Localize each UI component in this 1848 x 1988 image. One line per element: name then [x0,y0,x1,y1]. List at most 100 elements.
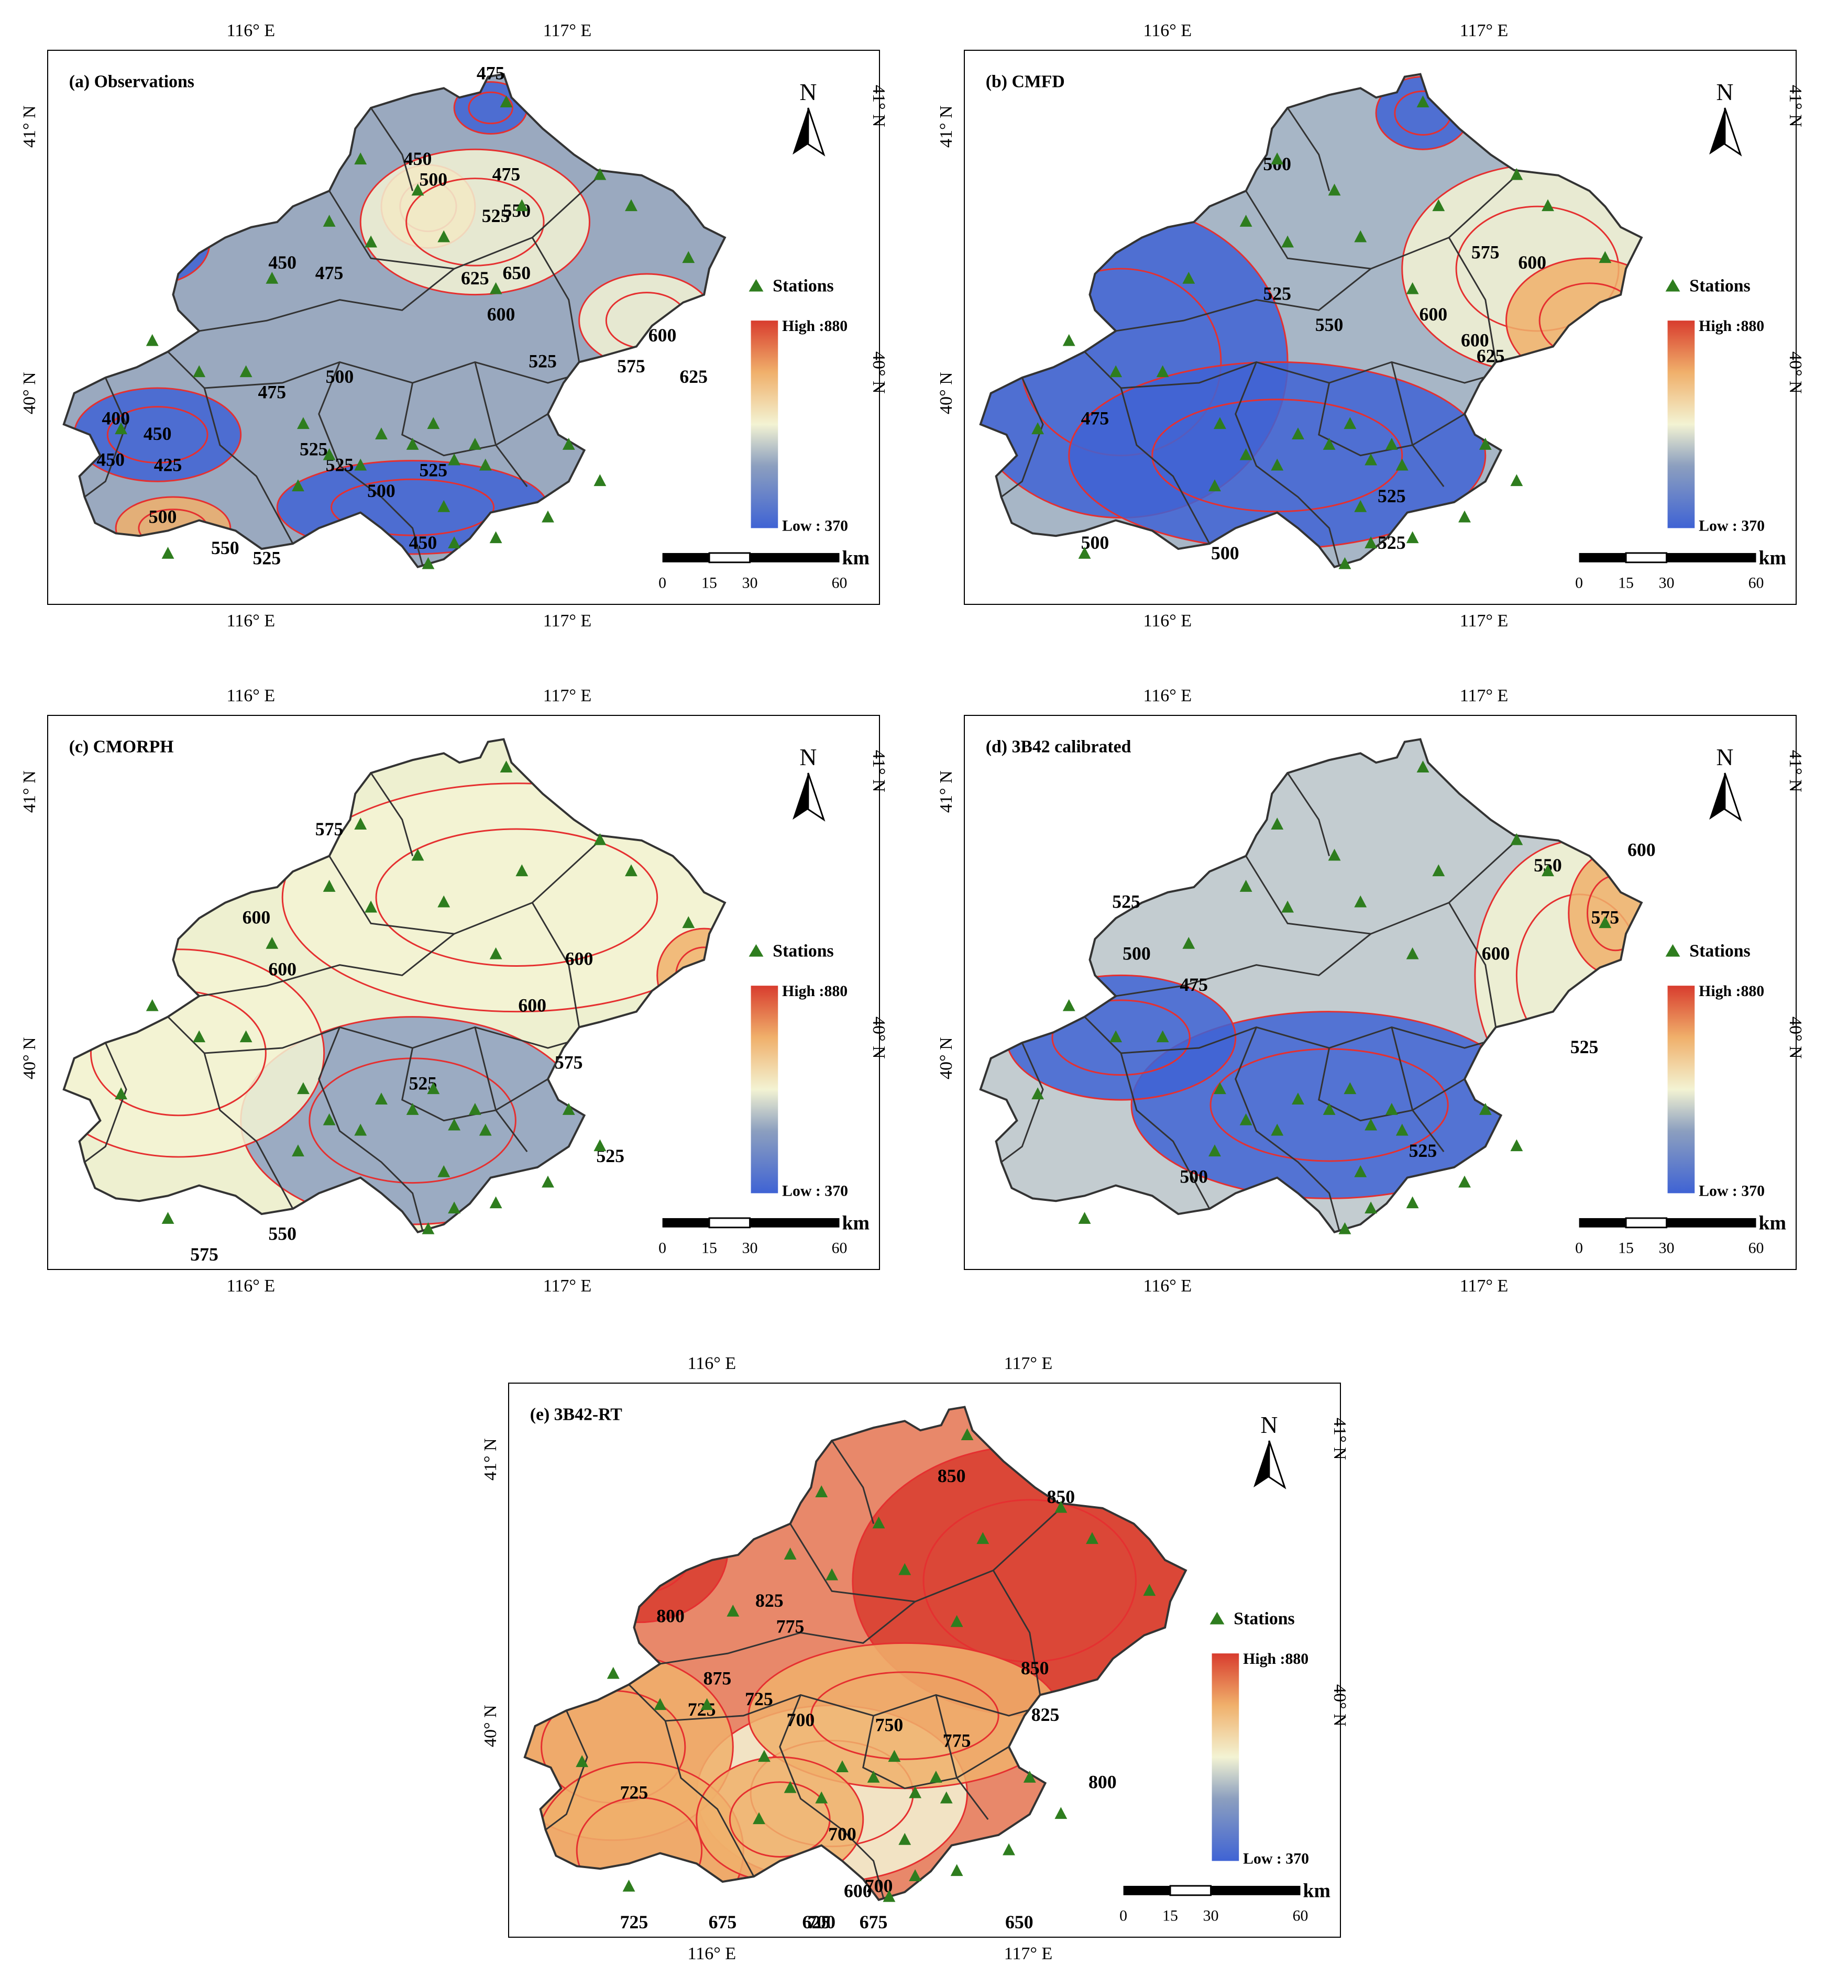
contour-label: 550 [268,1223,296,1244]
station-marker [1354,1165,1367,1177]
contour-label: 500 [367,480,395,501]
scale-tick: 0 [1575,574,1583,591]
scale-bar: km 0 15 30 60 [1119,1880,1330,1925]
coord-label: 116° E [687,1354,736,1373]
station-marker [625,864,637,877]
contour-label: 525 [1409,1140,1437,1161]
station-marker [976,1532,989,1544]
scale-unit: km [1758,1212,1786,1234]
district-boundary [401,1047,548,1122]
station-marker [1214,417,1226,429]
scale-tick: 30 [742,574,758,591]
coord-label: 116° E [1143,611,1192,631]
legend: Stations High :880 Low : 370 [1209,1609,1309,1867]
station-marker [479,458,492,471]
contour-label: 525 [253,548,281,569]
scale-bar: km 0 15 30 60 [658,547,870,592]
contour-label: 450 [268,252,296,273]
station-marker [1109,1030,1123,1043]
station-marker [1542,199,1554,212]
scale-unit: km [1303,1880,1330,1902]
station-marker [1365,1118,1378,1131]
station-marker [1338,557,1351,569]
district-boundary [1115,933,1372,997]
coord-label: 41° N [869,85,888,127]
coord-label: 116° E [1143,21,1192,40]
north-label: N [1716,744,1733,770]
district-boundary [935,1695,989,1820]
station-legend-icon [1665,279,1680,292]
contour-line [117,217,188,269]
contour-label: 800 [1088,1772,1117,1793]
color-ramp [1667,986,1695,1194]
district-boundary [862,1715,1009,1790]
station-marker [1328,183,1341,196]
district-boundary [1084,351,1538,389]
district-boundary [531,237,580,362]
station-marker [826,1568,839,1581]
scale-tick: 30 [742,1239,758,1256]
station-marker [898,1563,911,1575]
district-boundary [779,1694,885,1900]
contour-label: 600 [518,995,546,1016]
station-marker [354,818,367,830]
contour-label: 825 [755,1590,784,1611]
legend-low-label: Low : 370 [1243,1850,1309,1867]
district-boundary [474,362,528,488]
contour-label: 450 [409,532,437,553]
station-marker [323,215,336,227]
contour-label: 625 [461,268,489,289]
station-marker [1599,916,1612,929]
north-arrow-icon: N [793,79,826,157]
station-marker [815,1485,828,1497]
legend-stations-label: Stations [773,942,833,961]
contour-label: 450 [96,449,125,470]
district-boundary [1391,362,1445,488]
contour-label: 500 [326,366,354,387]
coord-label: 117° E [543,611,592,631]
district-boundary [1286,772,1330,856]
station-marker [1328,848,1341,861]
north-label: N [1260,1411,1278,1438]
district-boundary [84,1042,127,1163]
legend-stations-label: Stations [773,277,833,296]
station-marker [815,1791,828,1804]
color-ramp [751,986,778,1194]
district-boundary [328,840,601,935]
legend-high-label: High :880 [782,982,848,1000]
station-marker [700,1698,713,1710]
station-marker [909,1869,922,1882]
station-marker [1344,1082,1357,1095]
coord-label: 117° E [1004,1354,1053,1373]
coord-label: 117° E [543,21,592,40]
station-marker [909,1786,922,1798]
station-marker [836,1760,849,1772]
station-marker [422,557,435,569]
contour-label: 475 [315,262,344,283]
map-panel-b: 500575600525550600600625475525500500525(… [964,50,1797,605]
station-marker [1271,152,1284,164]
district-boundary [1235,361,1340,567]
precip-zone [74,388,241,482]
station-marker [607,1666,620,1679]
district-boundary [203,388,294,544]
district-boundary [545,1710,588,1831]
station-marker [1354,500,1367,512]
legend-high-label: High :880 [1699,317,1764,335]
legend-low-label: Low : 370 [1699,1182,1765,1199]
contour-label: 575 [190,1244,218,1265]
district-boundary [370,772,414,856]
station-marker [489,947,502,959]
station-marker [1365,1201,1378,1214]
contour-label: 475 [258,382,286,403]
district-boundary [167,351,621,389]
station-marker [929,1771,942,1783]
station-marker [1031,422,1044,435]
district-boundary [1120,1053,1211,1209]
station-marker [1416,95,1429,107]
station-marker [437,500,450,512]
scale-unit: km [842,1212,869,1234]
station-marker [239,365,252,378]
station-marker [1292,427,1304,439]
